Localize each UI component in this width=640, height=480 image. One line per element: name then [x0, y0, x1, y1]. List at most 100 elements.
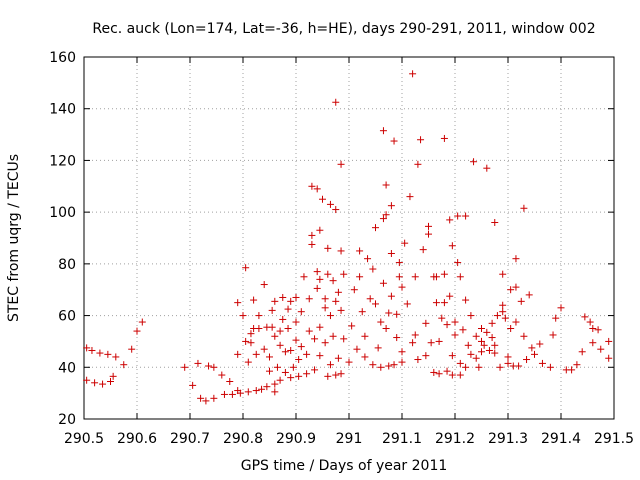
data-point [573, 361, 581, 369]
data-point [271, 380, 279, 388]
data-point [366, 295, 374, 303]
data-point [589, 339, 597, 347]
data-point [353, 345, 361, 353]
data-point [512, 318, 520, 326]
data-point [499, 301, 507, 309]
data-point [385, 309, 393, 317]
data-point [292, 318, 300, 326]
data-point [456, 371, 464, 379]
x-tick-label: 290.5 [64, 431, 104, 447]
data-point [525, 291, 533, 299]
data-point [244, 358, 252, 366]
data-point [496, 363, 504, 371]
data-point [313, 268, 321, 276]
data-point [493, 312, 501, 320]
data-point [109, 372, 117, 380]
data-point [189, 381, 197, 389]
data-point [88, 346, 96, 354]
data-point [440, 134, 448, 142]
data-point [406, 193, 414, 201]
data-point [276, 327, 284, 335]
data-point [379, 279, 387, 287]
data-point [236, 389, 244, 397]
data-point [295, 356, 303, 364]
data-point [398, 348, 406, 356]
data-point [409, 339, 417, 347]
data-point [247, 330, 255, 338]
data-point [300, 273, 308, 281]
data-point [377, 363, 385, 371]
data-point [202, 397, 210, 405]
data-point [324, 244, 332, 252]
data-point [250, 296, 258, 304]
data-point [589, 325, 597, 332]
data-point [334, 288, 342, 296]
y-tick-label: 120 [49, 153, 76, 169]
data-point [393, 310, 401, 318]
data-point [279, 315, 287, 323]
data-point [432, 273, 440, 281]
data-point [440, 270, 448, 278]
data-point [297, 308, 305, 316]
data-point [210, 394, 218, 402]
data-point [83, 376, 91, 384]
data-point [475, 363, 483, 371]
data-point [226, 378, 234, 386]
data-point [210, 363, 218, 371]
data-point [239, 312, 247, 320]
data-point [456, 359, 464, 367]
data-point [120, 361, 128, 369]
data-point [448, 371, 456, 379]
data-point [284, 325, 292, 332]
data-point [387, 292, 395, 300]
data-point [326, 312, 334, 320]
data-point [462, 212, 470, 220]
data-point [435, 337, 443, 345]
data-point [258, 385, 266, 393]
data-point [128, 345, 136, 353]
data-point [337, 306, 345, 314]
data-point [472, 354, 480, 362]
data-point [501, 314, 509, 322]
data-point [287, 374, 295, 382]
data-point [255, 325, 263, 332]
data-point [480, 341, 488, 349]
data-point [83, 344, 91, 352]
x-tick-label: 290.7 [170, 431, 210, 447]
data-point [321, 304, 329, 312]
x-tick-label: 291.4 [541, 431, 581, 447]
x-tick-label: 291.2 [435, 431, 475, 447]
data-point [329, 277, 337, 285]
data-point [382, 325, 390, 332]
data-point [538, 359, 546, 367]
data-point [340, 270, 348, 278]
data-point [332, 297, 340, 305]
data-point [390, 137, 398, 145]
data-point [374, 344, 382, 352]
grid-lines [84, 57, 614, 419]
data-point [138, 318, 146, 326]
data-point [552, 314, 560, 322]
data-point [531, 350, 538, 358]
data-point [517, 297, 525, 305]
data-point [303, 370, 311, 378]
data-point [417, 136, 425, 144]
data-point [358, 308, 366, 316]
data-point [586, 318, 594, 326]
data-point [478, 348, 485, 356]
data-point [422, 352, 430, 360]
data-points [83, 70, 613, 405]
x-tick-label: 290.8 [223, 431, 263, 447]
data-point [337, 370, 345, 378]
data-point [281, 348, 289, 356]
data-point [422, 319, 430, 327]
y-tick-label: 100 [49, 205, 76, 221]
data-point [507, 286, 515, 294]
data-point [438, 314, 446, 322]
y-tick-label: 60 [58, 309, 76, 325]
data-point [319, 195, 326, 203]
data-point [271, 388, 279, 396]
data-point [411, 273, 419, 281]
data-point [197, 394, 205, 402]
data-point [271, 332, 279, 340]
